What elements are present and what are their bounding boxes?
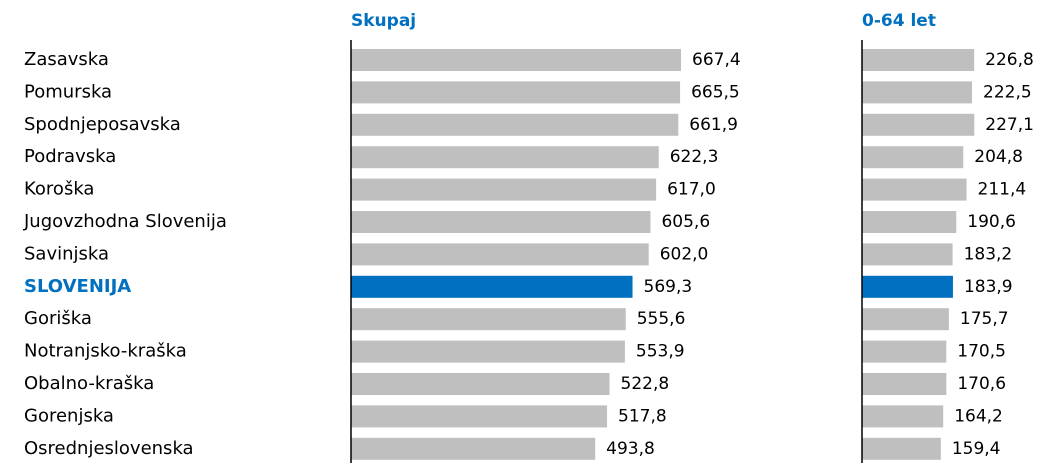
value-label: 226,8 (985, 50, 1034, 70)
bar (862, 113, 975, 136)
category-label: Gorenjska (24, 405, 114, 426)
bar (351, 81, 681, 104)
bar (351, 178, 657, 201)
category-label: Osrednjeslovenska (24, 438, 194, 459)
value-label: 569,3 (644, 277, 693, 297)
category-label: SLOVENIJA (24, 276, 131, 297)
category-label: Koroška (24, 179, 94, 200)
bar (862, 437, 941, 460)
bar (351, 308, 626, 331)
bar (862, 146, 964, 169)
category-label: Notranjsko-kraška (24, 341, 187, 362)
bar (862, 275, 953, 298)
value-label: 605,6 (661, 212, 710, 232)
value-label: 493,8 (606, 439, 655, 459)
bar (862, 405, 944, 428)
bar (351, 437, 596, 460)
value-label: 170,6 (957, 374, 1006, 394)
value-label: 622,3 (670, 147, 719, 167)
bar (862, 308, 949, 331)
value-label: 183,2 (964, 244, 1013, 264)
bar (351, 405, 608, 428)
bar (351, 113, 679, 136)
bar (351, 373, 610, 395)
value-label: 667,4 (692, 50, 741, 70)
value-label: 617,0 (667, 180, 716, 200)
bar (351, 146, 659, 169)
value-label: 555,6 (637, 309, 686, 329)
bar (351, 340, 625, 363)
category-label: Podravska (24, 146, 116, 167)
bar (351, 211, 651, 233)
bar (862, 81, 973, 104)
bar (862, 49, 975, 71)
bar (351, 243, 649, 266)
value-label: 665,5 (691, 82, 740, 102)
category-label: Goriška (24, 308, 92, 329)
value-label: 204,8 (974, 147, 1023, 167)
bar (862, 211, 957, 233)
category-label: Spodnjeposavska (24, 114, 181, 135)
value-label: 553,9 (636, 342, 685, 362)
category-label: Pomurska (24, 81, 112, 102)
value-label: 159,4 (952, 439, 1001, 459)
category-label: Jugovzhodna Slovenija (23, 211, 227, 232)
value-label: 211,4 (978, 180, 1027, 200)
value-label: 164,2 (954, 406, 1003, 426)
value-label: 175,7 (960, 309, 1009, 329)
category-label: Obalno-kraška (24, 373, 154, 394)
panel-title: Skupaj (351, 11, 416, 31)
value-label: 517,8 (618, 406, 667, 426)
bar (351, 49, 682, 71)
bar (862, 373, 947, 395)
value-label: 222,5 (983, 82, 1032, 102)
category-label: Zasavska (24, 49, 109, 70)
value-label: 522,8 (621, 374, 670, 394)
value-label: 170,5 (957, 342, 1006, 362)
bar (862, 243, 953, 266)
bar (862, 340, 947, 363)
category-label: Savinjska (24, 243, 109, 264)
value-label: 190,6 (967, 212, 1016, 232)
bar (351, 275, 633, 298)
panel-title: 0-64 let (862, 11, 936, 31)
value-label: 183,9 (964, 277, 1013, 297)
value-label: 227,1 (985, 115, 1034, 135)
value-label: 661,9 (689, 115, 738, 135)
bar (862, 178, 967, 201)
value-label: 602,0 (660, 244, 709, 264)
